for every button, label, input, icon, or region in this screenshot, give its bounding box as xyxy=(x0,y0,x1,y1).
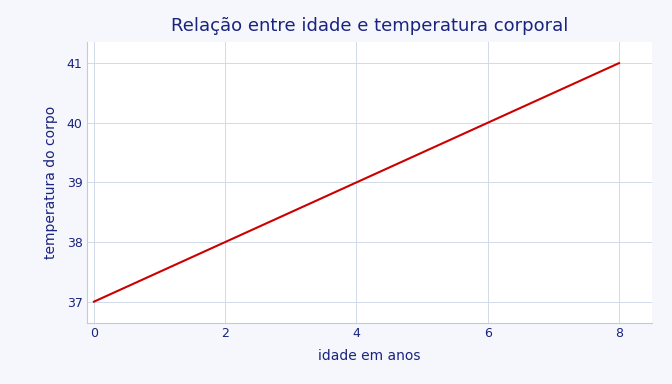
X-axis label: idade em anos: idade em anos xyxy=(319,349,421,363)
Y-axis label: temperatura do corpo: temperatura do corpo xyxy=(44,106,58,259)
Title: Relação entre idade e temperatura corporal: Relação entre idade e temperatura corpor… xyxy=(171,17,569,35)
